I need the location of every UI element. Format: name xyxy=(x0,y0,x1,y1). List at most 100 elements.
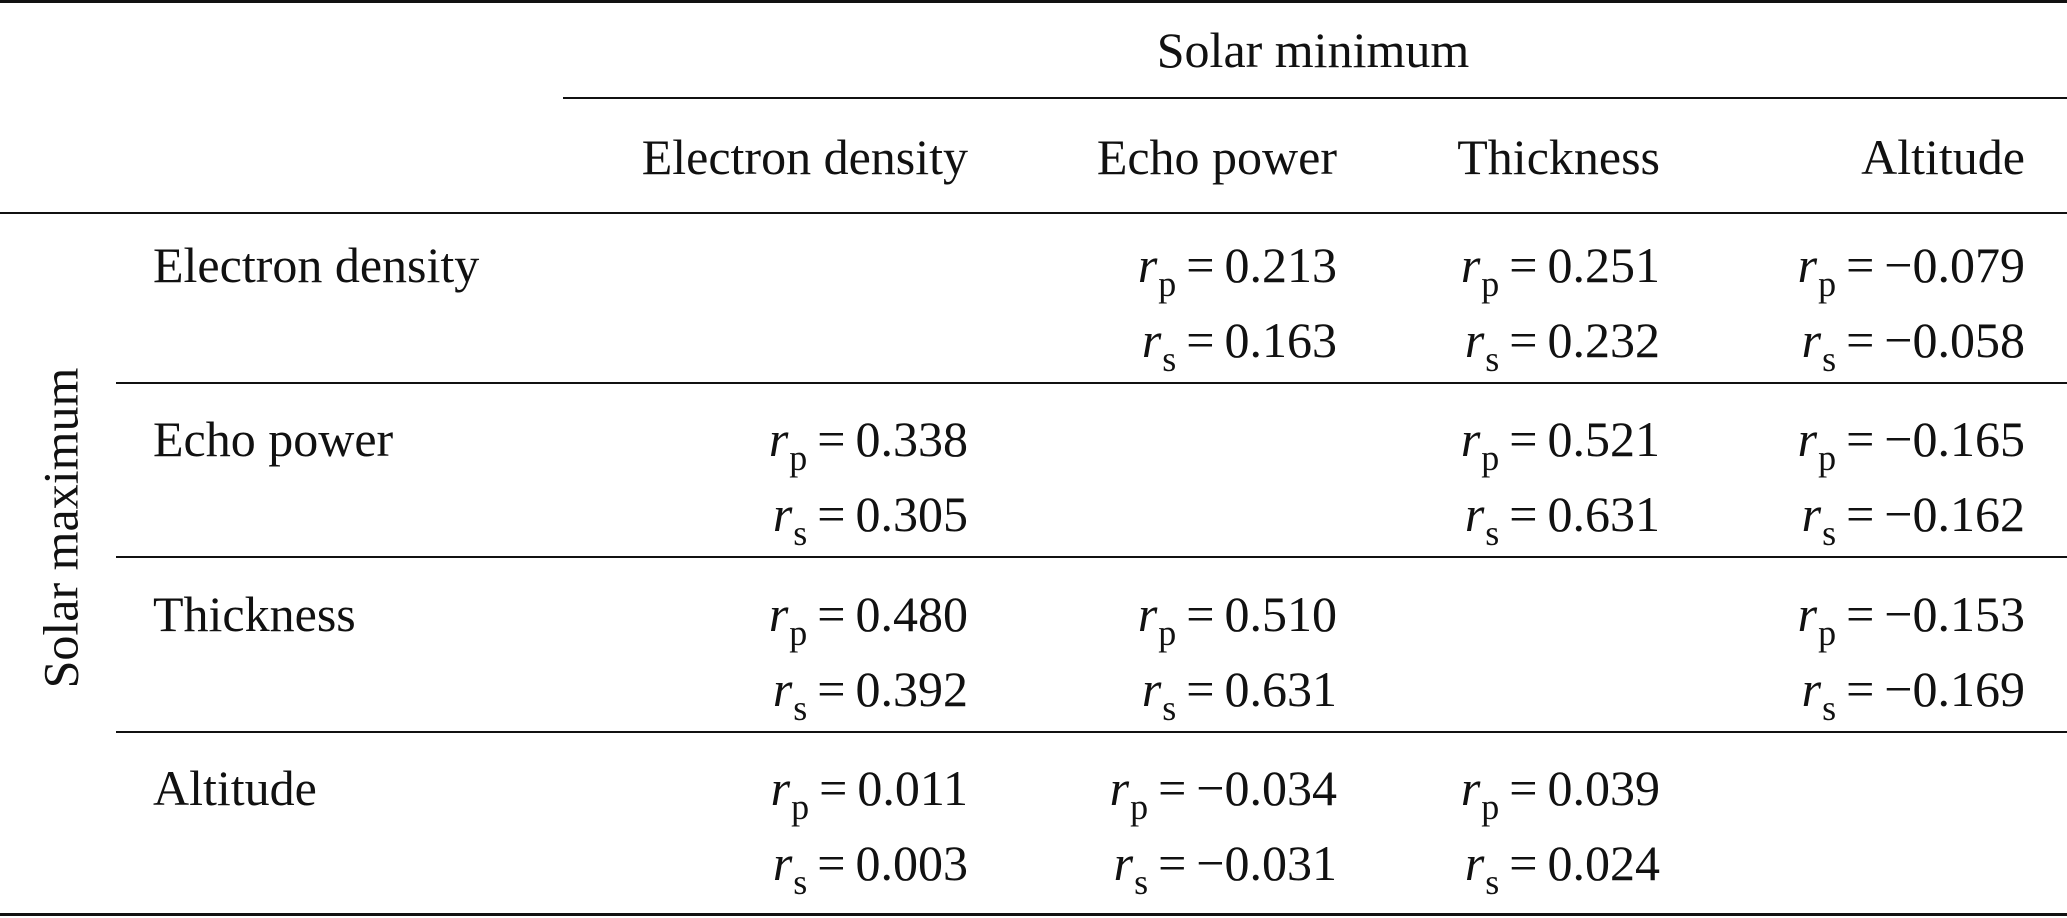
equals-sign: = xyxy=(1846,586,1875,642)
pearson-coefficient: rp = −0.034 xyxy=(1007,758,1337,827)
equals-sign: = xyxy=(817,411,846,467)
coefficient-value: −0.058 xyxy=(1884,312,2025,368)
spearman-coefficient: rs = −0.058 xyxy=(1695,310,2025,379)
coefficient-subscript: p xyxy=(1158,613,1177,653)
equals-sign: = xyxy=(1846,312,1875,368)
coefficient-subscript: s xyxy=(793,862,808,902)
pearson-coefficient: rp = −0.153 xyxy=(1695,584,2025,653)
coefficient-symbol: r xyxy=(772,835,793,891)
coefficient-symbol: r xyxy=(1141,312,1162,368)
pearson-coefficient: rp = 0.213 xyxy=(1007,235,1338,304)
equals-sign: = xyxy=(817,661,846,717)
coefficient-value: 0.011 xyxy=(857,760,968,816)
coefficient-value: 0.024 xyxy=(1547,835,1661,891)
table-cell: rp = 0.338 rs = 0.305 xyxy=(638,409,969,553)
equals-sign: = xyxy=(817,835,846,891)
equals-sign: = xyxy=(1509,237,1538,293)
row-label-electron-density: Electron density xyxy=(153,237,480,293)
equals-sign: = xyxy=(1509,760,1538,816)
coefficient-subscript: s xyxy=(1162,339,1177,379)
coefficient-subscript: s xyxy=(1485,339,1500,379)
coefficient-symbol: r xyxy=(1113,835,1134,891)
coefficient-value: 0.480 xyxy=(855,586,969,642)
coefficient-symbol: r xyxy=(1460,411,1481,467)
equals-sign: = xyxy=(1509,486,1538,542)
coefficient-subscript: s xyxy=(793,513,808,553)
table-cell: rp = −0.079 rs = −0.058 xyxy=(1695,235,2025,379)
spearman-coefficient: rs = 0.392 xyxy=(638,659,968,728)
equals-sign: = xyxy=(1846,411,1875,467)
pearson-coefficient: rp = 0.480 xyxy=(638,584,969,653)
table-cell: rp = −0.165 rs = −0.162 xyxy=(1695,409,2025,553)
coefficient-value: 0.521 xyxy=(1547,411,1661,467)
equals-sign: = xyxy=(1158,835,1187,891)
row-label-echo-power: Echo power xyxy=(153,411,394,467)
row-group-heading-text: Solar maximum xyxy=(32,367,88,689)
equals-sign: = xyxy=(1846,237,1875,293)
row-label-thickness: Thickness xyxy=(153,586,356,642)
coefficient-value: 0.232 xyxy=(1547,312,1661,368)
header-rule xyxy=(0,212,2067,214)
coefficient-symbol: r xyxy=(1797,586,1818,642)
coefficient-subscript: p xyxy=(1818,438,1837,478)
pearson-coefficient: rp = 0.011 xyxy=(638,758,968,827)
column-header-echo-power: Echo power xyxy=(1096,129,1337,185)
table-cell: rp = 0.213 rs = 0.163 xyxy=(1007,235,1338,379)
coefficient-value: 0.338 xyxy=(855,411,969,467)
coefficient-value: −0.079 xyxy=(1884,237,2025,293)
coefficient-value: 0.003 xyxy=(855,835,969,891)
coefficient-symbol: r xyxy=(1801,486,1822,542)
coefficient-subscript: s xyxy=(1485,513,1500,553)
coefficient-subscript: p xyxy=(1481,264,1500,304)
table-cell: rp = 0.480 rs = 0.392 xyxy=(638,584,969,728)
equals-sign: = xyxy=(1158,760,1187,816)
pearson-coefficient: rp = 0.039 xyxy=(1330,758,1661,827)
coefficient-symbol: r xyxy=(772,486,793,542)
coefficient-value: 0.163 xyxy=(1224,312,1338,368)
coefficient-symbol: r xyxy=(1460,760,1481,816)
coefficient-value: −0.165 xyxy=(1884,411,2025,467)
table-cell: rp = 0.521 rs = 0.631 xyxy=(1330,409,1661,553)
row-separator-1 xyxy=(116,382,2067,384)
coefficient-subscript: p xyxy=(789,438,808,478)
bottom-rule xyxy=(0,913,2067,916)
coefficient-value: −0.162 xyxy=(1884,486,2025,542)
row-separator-3 xyxy=(116,731,2067,733)
spearman-coefficient: rs = 0.232 xyxy=(1330,310,1661,379)
coefficient-symbol: r xyxy=(1137,586,1158,642)
row-separator-2 xyxy=(116,556,2067,558)
equals-sign: = xyxy=(1186,312,1215,368)
coefficient-subscript: p xyxy=(789,613,808,653)
pearson-coefficient: rp = 0.251 xyxy=(1330,235,1661,304)
coefficient-symbol: r xyxy=(1464,486,1485,542)
spearman-coefficient: rs = 0.631 xyxy=(1330,484,1660,553)
equals-sign: = xyxy=(1846,486,1875,542)
table-cell: rp = −0.153 rs = −0.169 xyxy=(1695,584,2025,728)
coefficient-value: 0.251 xyxy=(1547,237,1661,293)
table-cell: rp = 0.011 rs = 0.003 xyxy=(638,758,969,902)
coefficient-subscript: p xyxy=(1130,787,1149,827)
equals-sign: = xyxy=(819,760,848,816)
row-label-altitude: Altitude xyxy=(153,760,317,816)
coefficient-value: 0.213 xyxy=(1224,237,1338,293)
column-header-electron-density: Electron density xyxy=(641,129,968,185)
pearson-coefficient: rp = 0.510 xyxy=(1007,584,1337,653)
pearson-coefficient: rp = 0.338 xyxy=(638,409,969,478)
coefficient-symbol: r xyxy=(770,760,791,816)
spearman-coefficient: rs = −0.162 xyxy=(1695,484,2025,553)
column-header-thickness: Thickness xyxy=(1457,129,1660,185)
coefficient-value: −0.031 xyxy=(1196,835,1337,891)
coefficient-symbol: r xyxy=(772,661,793,717)
coefficient-value: 0.039 xyxy=(1547,760,1661,816)
coefficient-symbol: r xyxy=(768,411,789,467)
coefficient-subscript: s xyxy=(1162,688,1177,728)
pearson-coefficient: rp = −0.079 xyxy=(1695,235,2025,304)
equals-sign: = xyxy=(817,486,846,542)
coefficient-symbol: r xyxy=(1801,312,1822,368)
coefficient-subscript: s xyxy=(793,688,808,728)
equals-sign: = xyxy=(1509,835,1538,891)
coefficient-subscript: s xyxy=(1822,688,1837,728)
equals-sign: = xyxy=(1509,411,1538,467)
coefficient-subscript: s xyxy=(1134,862,1149,902)
